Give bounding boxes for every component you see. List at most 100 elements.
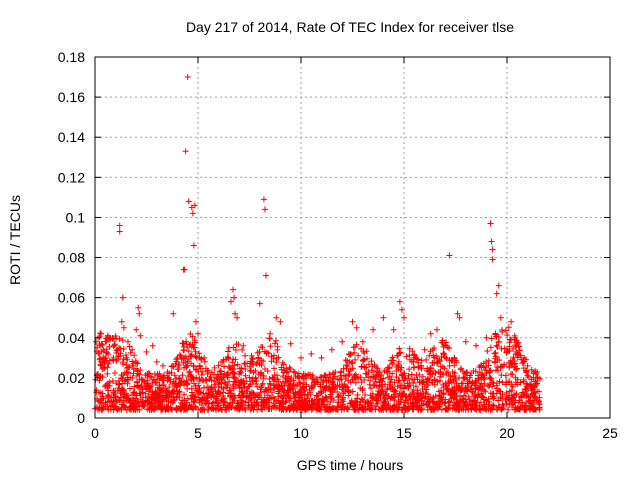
roti-point [149,342,156,349]
roti-point-dense [297,406,304,413]
roti-point-dense [478,380,485,387]
roti-point-dense [113,399,120,406]
roti-point-dense [233,341,240,348]
roti-point-dense [349,403,356,410]
roti-point-dense [488,335,495,342]
roti-point-dense [211,377,218,384]
roti-point-dense [297,394,304,401]
roti-point-dense [206,375,213,382]
roti-point-dense [165,374,172,381]
roti-point-dense [176,394,183,401]
roti-point-dense [320,398,327,405]
roti-point [110,354,117,361]
roti-point [98,358,105,365]
roti-point-dense [364,398,371,405]
roti-point [181,266,188,273]
roti-point-dense [299,373,306,380]
roti-point-dense [260,358,267,365]
roti-point-dense [186,369,193,376]
roti-point-dense [166,384,173,391]
roti-point-dense [474,394,481,401]
roti-point [195,330,201,337]
roti-point-dense [215,362,222,369]
roti-point-dense [149,403,156,410]
roti-point-dense [334,388,341,395]
roti-point-dense [415,356,422,363]
roti-point-dense [342,373,349,380]
roti-point-dense [486,401,493,408]
roti-point [135,304,142,311]
roti-point-dense [522,386,529,393]
roti-point-dense [364,355,371,362]
roti-point [446,252,453,259]
roti-point-dense [118,386,125,393]
roti-point-dense [512,350,519,357]
roti-point-dense [498,395,505,402]
roti-point-dense [116,406,123,413]
roti-point-dense [191,398,198,405]
roti-point-dense [310,384,317,391]
roti-point-dense [406,366,413,373]
roti-point-dense [258,362,265,369]
roti-point-dense [267,343,274,350]
roti-point-dense [352,356,359,363]
roti-point-dense [180,355,187,362]
roti-point-dense [231,375,238,382]
roti-point-dense [367,385,374,392]
roti-point-dense [272,337,279,344]
roti-point-dense [398,382,405,389]
roti-point-dense [245,383,252,390]
roti-point-dense [278,366,285,373]
roti-point-dense [442,406,449,413]
roti-point-dense [193,366,200,373]
roti-point-dense [152,399,159,406]
roti-point-dense [123,406,130,413]
roti-point-dense [292,390,299,397]
roti-point [159,362,166,369]
roti-point [260,196,267,203]
roti-point-dense [441,351,448,358]
roti-point-dense [391,406,398,413]
roti-point [380,314,387,321]
roti-point-dense [130,405,137,412]
roti-point-dense [496,378,503,385]
roti-point-dense [190,395,197,402]
roti-point [421,346,428,353]
roti-point-dense [280,361,287,368]
roti-point-dense [416,379,423,386]
roti-point-dense [168,406,175,413]
roti-point-dense [498,363,505,370]
roti-point [462,338,469,345]
roti-point-dense [523,368,530,375]
roti-point-dense [431,360,438,367]
roti-point-dense [239,398,246,405]
roti-point-dense [253,360,260,367]
roti-point-dense [531,405,538,412]
roti-point [528,366,535,373]
roti-point [189,210,196,217]
roti-point-dense [124,370,131,377]
roti-point-dense [367,377,374,384]
roti-point-dense [273,359,280,366]
roti-point-dense [263,349,270,356]
roti-point-dense [252,367,259,374]
roti-point-dense [190,406,197,413]
roti-point-dense [409,399,416,406]
roti-point-dense [535,400,542,407]
roti-point-dense [175,374,182,381]
roti-point-dense [284,378,291,385]
roti-point [116,222,123,229]
roti-point-dense [209,405,216,412]
roti-point-dense [287,366,294,373]
roti-point-dense [365,374,372,381]
roti-point-dense [388,393,395,400]
roti-point [287,340,294,347]
roti-point [504,346,510,353]
y-tick-label: 0.1 [66,209,86,225]
roti-point-dense [444,344,451,351]
roti-point-dense [523,383,530,390]
roti-point [396,298,403,305]
roti-point-dense [279,379,286,386]
roti-point-dense [360,358,367,365]
roti-point-dense [307,371,314,378]
